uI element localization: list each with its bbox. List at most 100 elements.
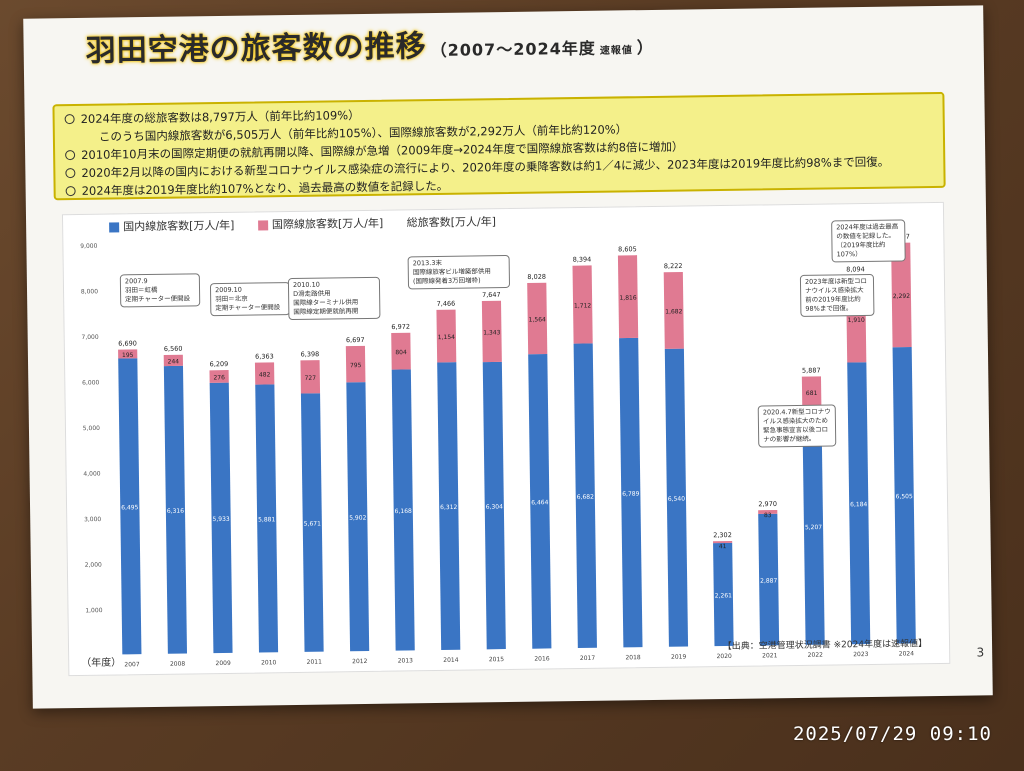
bar-domestic: [118, 358, 142, 655]
bar-domestic: [847, 362, 871, 645]
data-label-domestic: 6,789: [622, 491, 639, 498]
bar-domestic: [528, 353, 552, 649]
data-label-domestic: 6,495: [121, 504, 138, 511]
bullet-icon: [64, 114, 75, 125]
data-label-domestic: 6,168: [395, 508, 412, 515]
year-axis-label: （年度）: [81, 657, 122, 669]
x-tick-label: 2017: [580, 655, 596, 662]
x-tick-label: 2020: [717, 653, 733, 660]
bar-international: [481, 300, 502, 363]
title-range: （2007～2024年度: [430, 38, 596, 61]
bar-domestic: [391, 369, 415, 651]
x-tick-label: 2011: [307, 659, 323, 666]
page-number: 3: [976, 645, 985, 660]
data-label-international: 727: [305, 375, 317, 382]
bar-chart: 1,000 2,000 3,000 4,000 5,000 6,000 7,000 8,000…: [80, 233, 916, 668]
data-label-total: 6,690: [118, 339, 137, 347]
x-tick-label: 2012: [352, 658, 368, 665]
x-tick-label: 2008: [170, 661, 186, 668]
callout-2024: 2024年度は過去最高の数値を記録した。（2019年度比約107%）: [831, 219, 906, 263]
x-tick-label: 2015: [489, 656, 505, 663]
document-page: 羽田空港の旅客数の推移 （2007～2024年度 速報値） 2024年度の総旅客数は…: [23, 5, 993, 709]
data-label-domestic: 6,505: [896, 493, 913, 500]
data-label-total: 2,970: [758, 500, 777, 508]
x-tick-label: 2010: [261, 659, 277, 666]
data-label-total: 5,887: [802, 366, 821, 374]
data-label-international: 83: [764, 512, 772, 519]
data-label-domestic: 2,887: [760, 578, 777, 585]
y-tick-label: 1,000: [85, 607, 102, 614]
page-title: 羽田空港の旅客数の推移 （2007～2024年度 速報値）: [85, 18, 654, 70]
y-tick-label: 9,000: [80, 243, 97, 250]
data-label-domestic: 5,671: [304, 520, 321, 527]
data-label-total: 8,394: [573, 255, 592, 263]
y-tick-label: 5,000: [83, 425, 100, 432]
bar-domestic: [300, 393, 324, 652]
x-tick-label: 2018: [625, 654, 641, 661]
data-label-international: 2,292: [893, 293, 910, 300]
data-label-international: 795: [350, 362, 362, 369]
bar-international: [436, 309, 457, 363]
data-label-total: 8,222: [664, 262, 683, 270]
bullet-icon: [65, 150, 76, 161]
x-tick-label: 2023: [853, 651, 869, 658]
bar-international: [345, 345, 366, 383]
data-label-international: 1,712: [574, 302, 591, 309]
data-label-domestic: 6,312: [440, 504, 457, 511]
summary-text: 2024年度の総旅客数は8,797万人（前年比約109%）: [80, 108, 360, 126]
data-label-international: 1,154: [438, 334, 455, 341]
data-label-international: 276: [213, 374, 225, 381]
photo-timestamp: 2025/07/29 09:10: [792, 723, 992, 745]
data-label-international: 482: [259, 371, 271, 378]
summary-text: 2024年度は2019年度比約107%となり、過去最高の数値を記録した。: [81, 178, 449, 198]
bar-international: [617, 255, 639, 339]
bar-domestic: [892, 347, 916, 644]
title-note: 速報値: [599, 45, 633, 57]
bar-domestic: [619, 337, 643, 648]
y-tick-label: 3,000: [84, 516, 101, 523]
bar-international: [891, 242, 912, 348]
data-label-domestic: 5,881: [258, 516, 275, 523]
x-tick-label: 2007: [124, 661, 140, 668]
bar-international: [527, 282, 548, 355]
y-tick-label: 6,000: [82, 379, 99, 386]
y-tick-label: 8,000: [81, 288, 98, 295]
data-label-total: 6,209: [210, 360, 229, 368]
data-label-international: 1,564: [529, 316, 546, 323]
bar-international: [163, 354, 183, 367]
data-label-total: 6,398: [301, 350, 320, 358]
x-tick-label: 2009: [215, 660, 231, 667]
callout-2010: 2010.10 D滑走路供用 国際線ターミナル供用 国際線定期便就航再開: [287, 276, 381, 321]
bar-international: [663, 271, 684, 349]
y-tick-label: 7,000: [81, 334, 98, 341]
data-label-domestic: 6,540: [668, 496, 685, 503]
bar-international: [254, 362, 275, 385]
x-tick-label: 2022: [808, 652, 824, 659]
data-label-total: 6,972: [391, 323, 410, 331]
x-tick-label: 2024: [899, 650, 915, 657]
bar-domestic: [482, 361, 506, 650]
data-label-total: 6,363: [255, 352, 274, 360]
bar-international: [300, 360, 321, 394]
y-tick-label: 2,000: [85, 562, 102, 569]
data-label-domestic: 6,316: [167, 508, 184, 515]
data-label-total: 7,466: [437, 300, 456, 308]
data-label-domestic: 5,902: [349, 515, 366, 522]
bullet-icon: [65, 168, 76, 179]
data-label-international: 1,816: [619, 295, 636, 302]
callout-2009: 2009.10 羽田＝北京 定期チャーター便開設: [209, 282, 291, 317]
bar-international: [118, 349, 138, 359]
data-label-international: 804: [395, 349, 407, 356]
data-label-international: 681: [806, 390, 818, 397]
data-label-international: 244: [168, 358, 180, 365]
data-label-total: 2,302: [713, 531, 732, 539]
bar-domestic: [163, 365, 188, 654]
x-tick-label: 2013: [398, 657, 414, 664]
data-label-domestic: 6,464: [531, 499, 548, 506]
bar-international: [391, 332, 411, 370]
bar-domestic: [255, 384, 279, 653]
bar-domestic: [346, 382, 370, 652]
data-label-total: 6,560: [164, 345, 183, 353]
callout-2023: 2023年度は新型コロナウイルス感染拡大前の2019年度比約98%まで回復。: [799, 273, 875, 317]
data-label-domestic: 6,184: [850, 501, 867, 508]
